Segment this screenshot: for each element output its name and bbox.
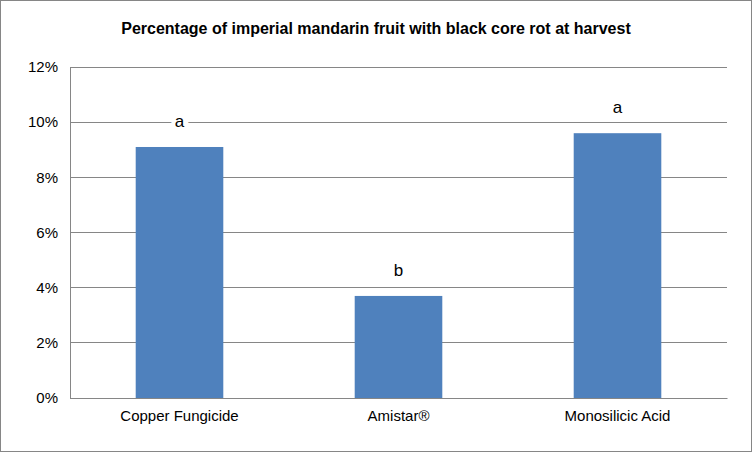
grid-line: [70, 122, 727, 123]
y-tick-label: 10%: [28, 113, 58, 130]
bar: [355, 296, 443, 398]
y-tick-label: 6%: [36, 224, 58, 241]
bar: [136, 147, 224, 398]
x-tick-label: Copper Fungicide: [120, 407, 238, 424]
y-tick: 0%: [36, 389, 70, 406]
grid-line: [70, 67, 727, 68]
x-tick: Copper Fungicide: [120, 398, 238, 424]
y-tick: 2%: [36, 334, 70, 351]
y-axis-line: [70, 68, 71, 399]
annotation: a: [613, 98, 623, 117]
bars: [136, 133, 662, 398]
x-tick: Amistar®: [368, 398, 430, 424]
x-tick-label: Monosilicic Acid: [565, 407, 671, 424]
chart-svg: 0% 2% 4% 6% 8% 10% 12% Copper Fungicide Amistar®…: [0, 0, 752, 452]
chart-container: 0% 2% 4% 6% 8% 10% 12% Copper Fungicide Amistar®…: [0, 0, 752, 452]
bar: [574, 133, 662, 398]
x-axis: Copper Fungicide Amistar® Monosilicic Acid: [71, 398, 728, 424]
annotations: a b a: [175, 98, 623, 280]
x-axis-line: [71, 398, 728, 399]
y-tick: 10%: [28, 113, 70, 130]
y-tick: 4%: [36, 279, 70, 296]
y-tick: 12%: [28, 58, 70, 75]
y-tick-label: 2%: [36, 334, 58, 351]
x-tick: Monosilicic Acid: [565, 398, 671, 424]
chart-title: Percentage of imperial mandarin fruit wi…: [121, 20, 631, 37]
y-tick: 8%: [36, 169, 70, 186]
y-tick-label: 12%: [28, 58, 58, 75]
annotation: b: [394, 261, 403, 280]
grid: [70, 67, 727, 398]
x-tick-label: Amistar®: [368, 407, 430, 424]
y-tick-label: 8%: [36, 169, 58, 186]
y-tick-label: 4%: [36, 279, 58, 296]
y-tick-label: 0%: [36, 389, 58, 406]
chart-border: [1, 1, 752, 452]
y-axis: 0% 2% 4% 6% 8% 10% 12%: [28, 58, 71, 406]
y-tick: 6%: [36, 224, 70, 241]
annotation: a: [175, 112, 185, 131]
